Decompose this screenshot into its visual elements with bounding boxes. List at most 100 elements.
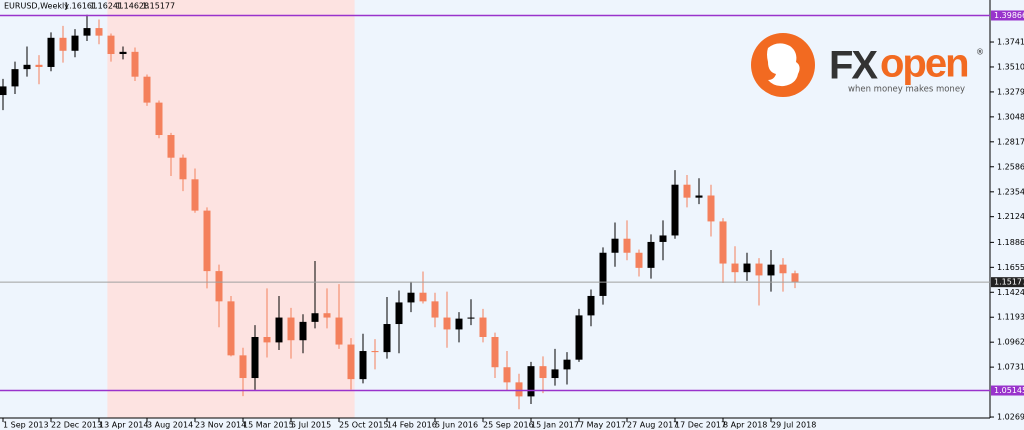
candle-body	[527, 366, 535, 397]
x-tick-label: 15 Mar 2015	[243, 421, 294, 430]
candle-body	[767, 264, 775, 276]
x-tick-label: 3 Aug 2014	[147, 421, 193, 430]
candle-body	[47, 37, 55, 67]
candle-body	[35, 64, 43, 67]
candle-body	[371, 351, 379, 353]
candle-body	[635, 252, 643, 268]
y-tick-label: 1.23540	[997, 187, 1024, 196]
candle-body	[179, 157, 187, 180]
candle-body	[275, 317, 283, 343]
candle-body	[743, 263, 751, 273]
y-tick-label: 1.02690	[997, 413, 1024, 422]
y-tick-label: 1.32790	[997, 87, 1024, 96]
y-tick-label: 1.28170	[997, 137, 1024, 146]
candle-body	[83, 28, 91, 36]
candle-body	[119, 51, 127, 55]
candle-body	[719, 221, 727, 264]
candle-body	[0, 86, 7, 96]
candle-body	[503, 367, 511, 383]
price-label: 1.15177	[994, 278, 1024, 287]
x-tick-label: 27 Aug 2017	[627, 421, 678, 430]
candle-body	[263, 336, 271, 343]
plot-area	[0, 0, 799, 418]
candle-body	[131, 51, 139, 77]
candle-body	[155, 102, 163, 136]
candle-body	[695, 195, 703, 198]
candle-body	[71, 35, 79, 51]
candle-body	[347, 344, 355, 380]
candle-body	[143, 76, 151, 103]
x-tick-label: 23 Nov 2014	[195, 421, 246, 430]
candle-body	[335, 317, 343, 345]
candle-body	[323, 313, 331, 318]
x-tick-label: 15 Jan 2017	[531, 421, 579, 430]
x-tick-label: 25 Oct 2015	[339, 421, 388, 430]
candle-body	[443, 317, 451, 330]
candle-body	[227, 301, 235, 356]
x-tick-label: 1 Sep 2013	[3, 421, 49, 430]
candle-body	[23, 64, 31, 70]
header-value: 1.16241	[90, 2, 123, 11]
logo-brand: FX	[829, 44, 878, 88]
chart-title: EURUSD,Weekly	[4, 2, 69, 11]
x-tick-label: 13 Apr 2014	[99, 421, 148, 430]
level-label-box	[991, 385, 1024, 396]
x-tick-label: 29 Jul 2018	[771, 421, 816, 430]
candle-body	[395, 302, 403, 325]
candle-body	[551, 369, 559, 379]
candle-body	[731, 263, 739, 273]
candle-body	[299, 321, 307, 341]
y-tick-label: 1.37410	[997, 38, 1024, 47]
candle-body	[11, 69, 19, 87]
candle-body	[407, 292, 415, 303]
y-tick-label: 1.35100	[997, 62, 1024, 71]
candle-body	[575, 315, 583, 360]
logo: FX open ® when money makes money	[751, 33, 984, 97]
candle-body	[191, 179, 199, 211]
level-label: 1.05145	[994, 386, 1024, 395]
candle-body	[311, 313, 319, 322]
candle-body	[671, 184, 679, 236]
candle-body	[683, 184, 691, 198]
y-tick-label: 1.11930	[997, 313, 1024, 322]
candle-body	[659, 235, 667, 242]
x-tick-label: 17 Dec 2017	[675, 421, 726, 430]
y-tick-label: 1.25860	[997, 162, 1024, 171]
y-tick-label: 1.07310	[997, 363, 1024, 372]
candle-body	[491, 336, 499, 368]
candle-body	[623, 238, 631, 253]
candle-body	[755, 263, 763, 276]
header-value: 1.14628	[116, 2, 149, 11]
logo-slogan: when money makes money	[848, 85, 965, 95]
logo-lion	[767, 43, 800, 87]
candle-body	[419, 292, 427, 302]
candle-body	[599, 252, 607, 296]
candle-body	[455, 318, 463, 330]
candle-body	[59, 37, 67, 51]
y-tick-label: 1.18860	[997, 238, 1024, 247]
level-label: 1.39866	[994, 11, 1024, 20]
header-value: 1.15177	[142, 2, 175, 11]
candle-body	[287, 317, 295, 341]
candle-body	[563, 359, 571, 370]
candle-body	[359, 351, 367, 380]
x-tick-label: 25 Sep 2016	[483, 421, 534, 430]
x-tick-label: 7 May 2017	[579, 421, 626, 430]
y-tick-label: 1.21240	[997, 212, 1024, 221]
y-tick-label: 1.16550	[997, 263, 1024, 272]
candle-body	[95, 28, 103, 36]
x-tick-label: 8 Apr 2018	[723, 421, 767, 430]
x-tick-label: 5 Jun 2016	[435, 421, 478, 430]
candle-body	[707, 195, 715, 222]
x-tick-label: 14 Feb 2016	[387, 421, 437, 430]
y-tick-label: 1.14240	[997, 288, 1024, 297]
level-label-box	[991, 10, 1024, 21]
candle-body	[203, 210, 211, 272]
candle-body	[791, 273, 799, 283]
price-label-box	[991, 277, 1024, 288]
candle-body	[167, 135, 175, 158]
y-tick-label: 1.30480	[997, 112, 1024, 121]
candle-body	[239, 355, 247, 379]
y-tick-label: 1.09620	[997, 338, 1024, 347]
